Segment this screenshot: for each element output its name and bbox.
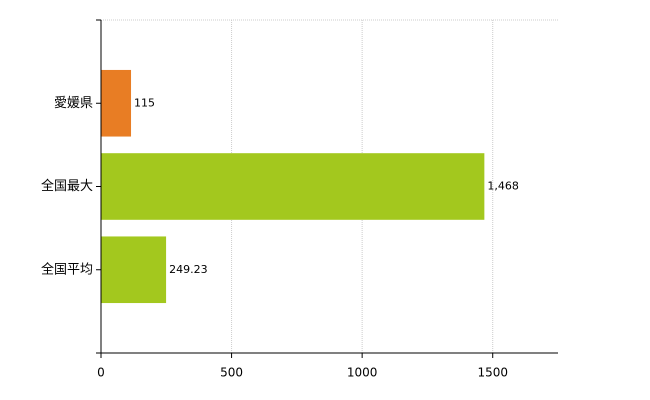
bar	[101, 153, 485, 220]
x-tick-label: 500	[220, 366, 243, 380]
x-tick-label: 1000	[347, 366, 378, 380]
value-label: 1,468	[487, 180, 519, 193]
value-label: 115	[134, 96, 155, 109]
y-tick-label: 愛媛県	[54, 96, 93, 111]
bar	[101, 236, 167, 304]
value-label: 249.23	[169, 263, 208, 276]
x-tick-label: 1500	[477, 366, 508, 380]
bar	[101, 69, 132, 137]
y-tick-label: 全国最大	[41, 178, 93, 194]
x-tick-label: 0	[97, 366, 105, 380]
y-tick-label: 全国平均	[41, 261, 93, 277]
